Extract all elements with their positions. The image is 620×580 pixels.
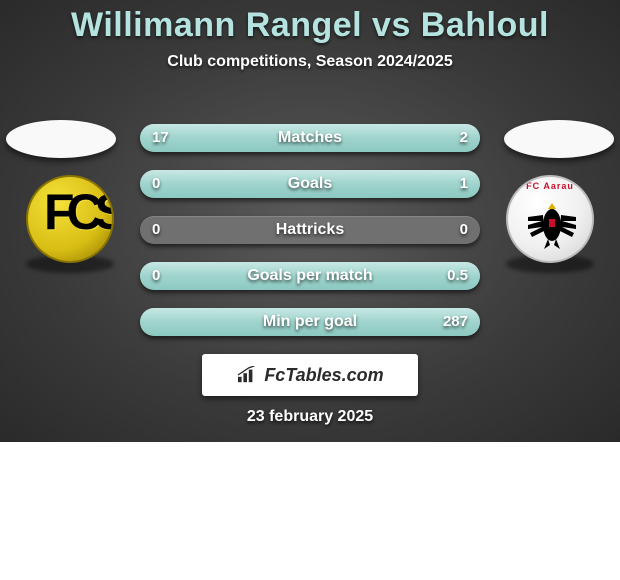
club-badge-left: FCS [20, 175, 120, 267]
page-title: Willimann Rangel vs Bahloul [0, 0, 620, 45]
stat-row: Min per goal287 [140, 308, 480, 336]
ball-icon: FC Aarau [506, 175, 594, 263]
stat-label: Matches [140, 124, 480, 152]
stats-list: Matches172Goals01Hattricks00Goals per ma… [140, 124, 480, 354]
stat-value-left: 17 [152, 124, 169, 152]
stat-value-left: 0 [152, 262, 160, 290]
eagle-icon [522, 195, 582, 255]
brand-text: FcTables.com [264, 365, 383, 386]
club-monogram: FCS [44, 183, 114, 241]
stat-value-right: 0 [460, 216, 468, 244]
stat-label: Goals per match [140, 262, 480, 290]
stat-label: Goals [140, 170, 480, 198]
comparison-card: Willimann Rangel vs Bahloul Club competi… [0, 0, 620, 442]
bar-chart-icon [236, 366, 258, 384]
stat-label: Hattricks [140, 216, 480, 244]
stat-value-right: 1 [460, 170, 468, 198]
player-name-plate-right [504, 120, 614, 158]
ball-icon: FCS [26, 175, 114, 263]
stat-value-right: 0.5 [447, 262, 468, 290]
player-name-plate-left [6, 120, 116, 158]
brand-badge[interactable]: FcTables.com [202, 354, 418, 396]
stat-label: Min per goal [140, 308, 480, 336]
stat-value-left: 0 [152, 216, 160, 244]
stat-row: Goals per match0 0.5 [140, 262, 480, 290]
stat-row: Hattricks0 0 [140, 216, 480, 244]
page-subtitle: Club competitions, Season 2024/2025 [0, 53, 620, 71]
stat-value-right: 2 [460, 124, 468, 152]
stat-value-right: 287 [443, 308, 468, 336]
club-badge-right: FC Aarau [500, 175, 600, 267]
stat-row: Goals0 1 [140, 170, 480, 198]
date-text: 23 february 2025 [0, 408, 620, 426]
club-top-text: FC Aarau [508, 181, 592, 191]
stat-row: Matches17 2 [140, 124, 480, 152]
stat-value-left: 0 [152, 170, 160, 198]
